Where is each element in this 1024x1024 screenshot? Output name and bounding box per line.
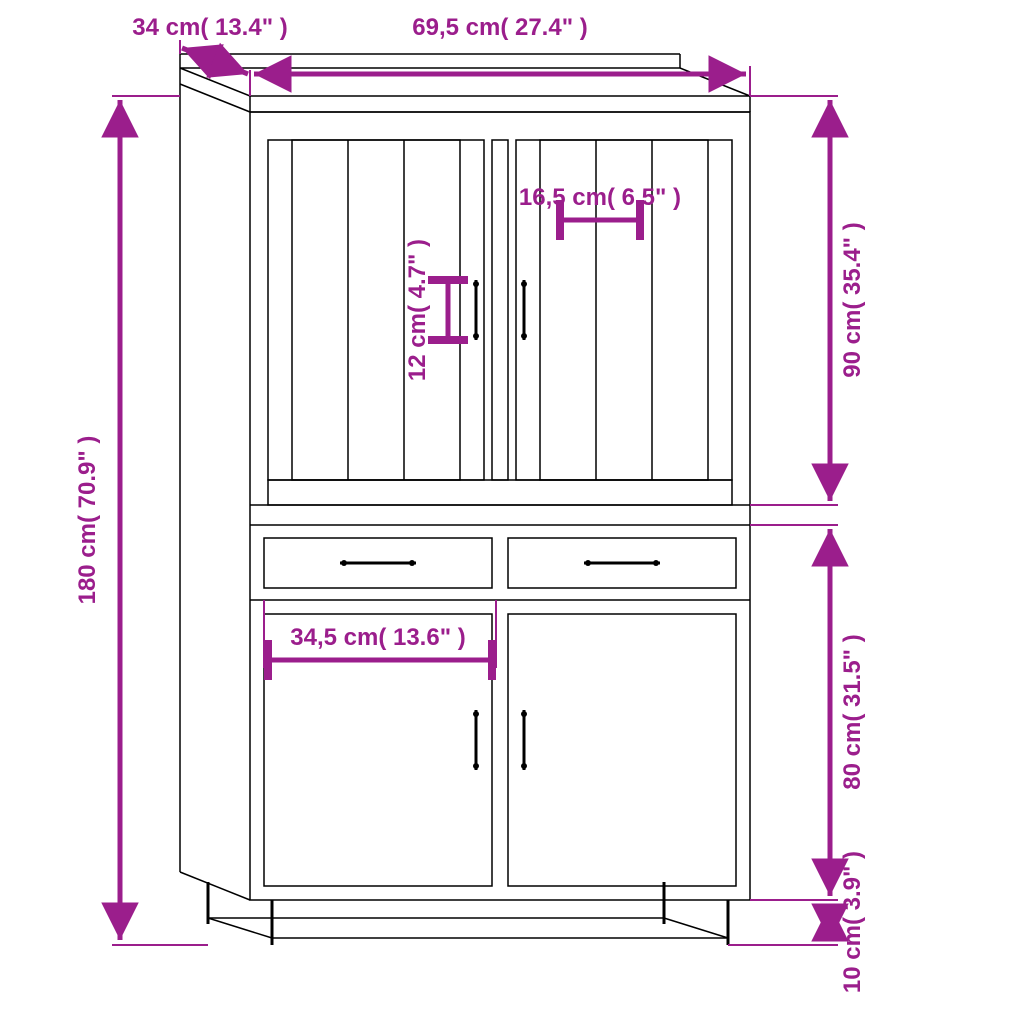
dim-height-upper: 90 cm( 35.4" ) [750, 96, 866, 505]
dim-handle-height-label: 12 cm( 4.7" ) [404, 239, 431, 381]
dim-depth: 34 cm( 13.4" ) [132, 14, 287, 96]
dim-width: 69,5 cm( 27.4" ) [254, 14, 750, 96]
dim-height-total: 180 cm( 70.9" ) [74, 96, 208, 945]
lower-doors [264, 614, 736, 886]
cabinet-dimension-diagram: 34 cm( 13.4" ) 69,5 cm( 27.4" ) 180 cm( … [0, 0, 1024, 1024]
dim-height-total-label: 180 cm( 70.9" ) [74, 436, 101, 605]
cabinet-top [180, 54, 750, 112]
dim-height-leg: 10 cm( 3.9" ) [728, 851, 866, 993]
dim-drawer-width: 34,5 cm( 13.6" ) [264, 600, 496, 668]
upper-handle-left [473, 280, 479, 340]
dim-height-upper-label: 90 cm( 35.4" ) [839, 222, 866, 377]
dim-drawer-width-label: 34,5 cm( 13.6" ) [290, 624, 465, 651]
dim-handle-width: 16,5 cm( 6.5" ) [519, 184, 681, 220]
dim-handle-height: 12 cm( 4.7" ) [404, 239, 448, 381]
dim-height-leg-label: 10 cm( 3.9" ) [839, 851, 866, 993]
upper-handle-right [521, 280, 527, 340]
drawers [250, 525, 750, 600]
dim-depth-label: 34 cm( 13.4" ) [132, 14, 287, 41]
lower-handle-right [521, 710, 527, 770]
dim-height-lower-label: 80 cm( 31.5" ) [839, 634, 866, 789]
lower-handle-left [473, 710, 479, 770]
legs [208, 882, 728, 945]
dim-handle-width-label: 16,5 cm( 6.5" ) [519, 184, 681, 211]
dim-height-lower: 80 cm( 31.5" ) [750, 525, 866, 900]
dim-width-label: 69,5 cm( 27.4" ) [412, 14, 587, 41]
